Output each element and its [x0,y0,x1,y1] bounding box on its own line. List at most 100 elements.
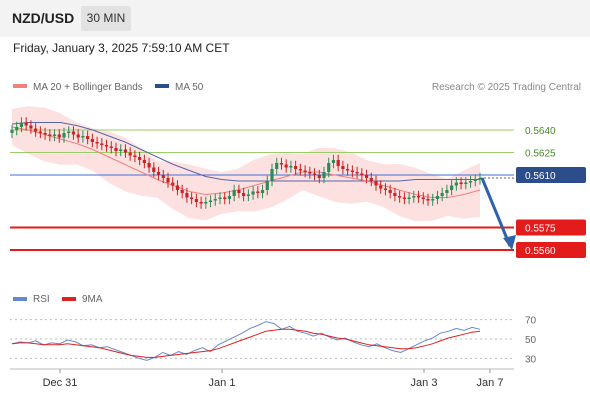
ma9-legend-swatch [62,297,76,301]
candle-body [100,143,104,145]
candle-body [270,169,274,181]
candle-body [331,160,336,163]
candle-body [119,149,123,151]
candle-body [341,166,345,169]
candle-body [218,197,222,199]
candle-body [43,133,47,135]
candle-body [71,131,76,135]
bollinger-band-area [12,106,480,222]
candle-body [142,160,146,163]
candle-body [393,193,397,196]
rsi-legend-swatch [13,297,27,301]
candle-body [156,172,161,175]
candle-body [62,133,66,138]
candle-body [346,169,350,171]
x-tick-label: Jan 1 [209,377,236,389]
candle-body [90,139,94,142]
ma20-legend-label: MA 20 + Bollinger Bands [33,82,143,93]
candle-body [109,146,113,148]
candle-body [57,134,61,138]
candle-body [242,193,246,196]
rsi-tick-label-30: 30 [525,354,537,365]
candle-body [464,182,468,184]
ma9-legend-label: 9MA [82,294,103,305]
candle-body [237,190,241,193]
candle-body [364,175,369,178]
candle-body [312,173,317,175]
candle-body [152,167,156,172]
candle-body [369,178,373,181]
candle-body [15,127,19,130]
level-label-0.5575: 0.5575 [525,224,556,235]
candle-body [175,185,180,190]
candle-body [383,188,388,190]
candle-body [412,196,416,198]
candle-body [445,190,449,193]
candle-body [426,199,430,201]
candle-body [194,199,198,202]
candle-body [308,172,312,174]
candle-body [416,196,421,198]
candle-body [388,190,392,193]
ma50-legend-swatch [155,84,169,88]
candle-body [147,163,151,168]
level-tag-0.5560 [516,242,586,258]
level-tag-0.5575 [516,219,586,236]
candle-body [204,202,208,204]
candle-body [435,196,440,199]
chart-datetime: Friday, January 3, 2025 7:59:10 AM CET [13,41,230,55]
candle-body [81,136,85,138]
candle-body [284,164,288,168]
candle-body [350,170,354,172]
timeframe-button[interactable]: 30 MIN [81,6,131,31]
candle-body [360,173,364,175]
candle-body [208,200,213,202]
ma20-line [11,126,481,198]
candle-body [104,145,109,147]
candle-body [180,190,184,193]
candle-body [19,122,24,127]
candle-body [161,175,165,178]
projection-arrow-head [503,235,516,250]
level-label-0.5560: 0.5560 [525,246,556,257]
x-tick-label: Dec 31 [43,377,78,389]
candle-body [166,178,170,183]
candle-body [421,197,425,199]
candle-body [86,136,90,139]
candle-body [190,197,194,199]
candle-body [322,172,326,178]
candle-body [213,199,217,201]
candle-body [265,181,269,190]
price-legend: MA 20 + Bollinger Bands MA 50 Research ©… [13,82,581,93]
rsi-line [11,321,481,361]
candle-body [398,196,402,198]
ma20-legend-swatch [13,84,27,88]
level-label-0.5610: 0.5610 [525,171,556,182]
candle-body [48,134,52,136]
ma50-line [11,122,480,182]
candle-body [289,166,293,168]
candle-body [407,197,411,199]
level-tag-0.5610 [516,167,586,183]
candle-body [275,163,279,169]
candle-body [431,199,435,201]
candle-body [123,149,128,153]
level-label-0.5640: 0.5640 [525,126,556,137]
candle-body [440,193,444,196]
candle-body [133,155,137,157]
candle-body [185,193,189,198]
candle-body [402,197,406,199]
candle-body [95,142,99,144]
candle-body [10,130,14,133]
candle-body [52,134,57,136]
candle-body [114,148,118,151]
candle-body [29,125,33,129]
candle-body [336,160,340,166]
candle-body [76,134,80,138]
rsi-tick-label-70: 70 [525,316,537,327]
candle-body [327,163,331,172]
candle-body [294,166,298,169]
candle-body [227,196,232,199]
candle-body [459,182,463,184]
